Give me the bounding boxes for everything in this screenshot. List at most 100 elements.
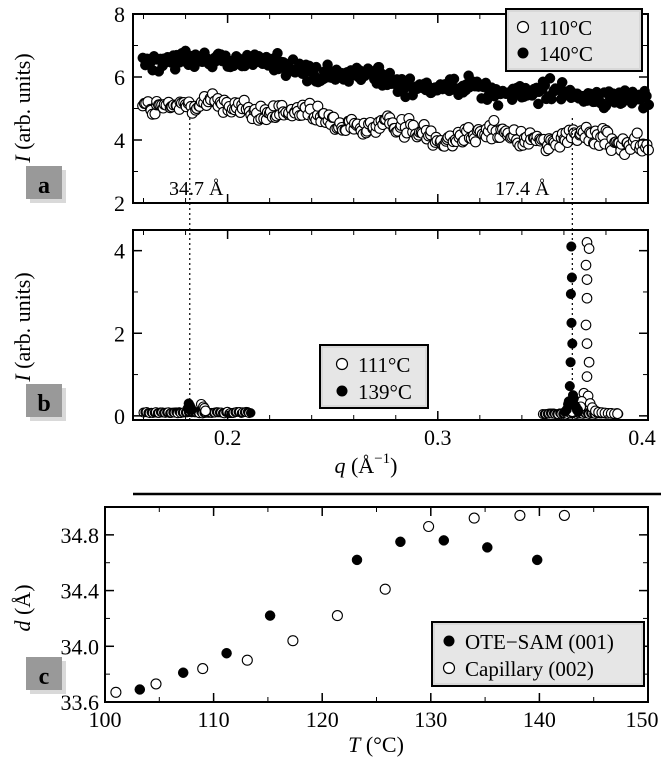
panel-b-label-box: b — [26, 384, 66, 421]
y-tick-label: 4 — [114, 128, 125, 153]
data-point-capillary — [110, 686, 122, 698]
data-point-139c — [565, 357, 576, 368]
panel-a-ylabel: I (arb. units) — [10, 53, 35, 163]
data-point-capillary — [514, 509, 526, 521]
data-point-111c — [581, 371, 593, 382]
annotation-17-4: 17.4 Å — [495, 178, 550, 200]
data-point-139c — [567, 338, 578, 349]
data-point-ote-sam — [531, 554, 543, 566]
data-point-ote-sam — [264, 610, 276, 621]
y-tick-label: 2 — [114, 191, 125, 216]
x-tick-label: 0.3 — [424, 425, 452, 450]
y-tick-label: 6 — [114, 65, 125, 90]
data-point-140c — [448, 73, 460, 85]
legend-label-capillary: Capillary (002) — [465, 657, 594, 681]
data-point-ote-sam — [482, 542, 493, 553]
legend-label-111c: 111°C — [358, 353, 410, 377]
x-tick-label: 120 — [306, 707, 339, 732]
data-point-111c — [581, 274, 593, 285]
panel-a-points — [137, 45, 655, 161]
panel-a-guide-lines — [189, 118, 573, 420]
panel-c-label-box: c — [26, 657, 66, 694]
data-point-110c — [469, 136, 482, 148]
data-point-capillary — [558, 509, 570, 521]
data-point-110c — [488, 114, 500, 127]
x-tick-label: 150 — [626, 707, 659, 732]
data-point-110c — [312, 100, 324, 112]
annotation-34-7: 34.7 Å — [169, 178, 224, 200]
data-point-140c — [310, 61, 322, 73]
y-tick-label: 0 — [114, 404, 125, 429]
panel-b-x-ticks: 0.2 0.3 0.4 — [143, 230, 656, 450]
legend-label-140c: 140°C — [539, 42, 593, 66]
x-tick-label: 140 — [523, 707, 556, 732]
legend-label-139c: 139°C — [358, 380, 412, 404]
data-point-ote-sam — [395, 536, 406, 548]
data-point-139c — [559, 406, 571, 417]
panel-b-label: b — [37, 391, 50, 417]
data-point-capillary — [241, 654, 253, 666]
data-point-ote-sam — [134, 684, 146, 695]
x-tick-label: 110 — [198, 707, 230, 732]
data-point-139c — [566, 317, 577, 328]
data-point-139c — [245, 408, 256, 418]
x-tick-label: 0.2 — [214, 425, 242, 450]
data-point-111c — [581, 338, 593, 349]
legend-marker-140c — [517, 47, 529, 59]
data-point-111c — [580, 319, 592, 331]
panel-b-legend: 111°C 139°C — [319, 344, 429, 409]
y-tick-label: 2 — [114, 321, 125, 346]
panel-b-y-ticks: 0 2 4 — [114, 239, 648, 429]
panel-a-legend: 110°C 140°C — [505, 8, 643, 72]
data-point-ote-sam — [221, 647, 232, 659]
panel-c-label: c — [39, 664, 50, 690]
panel-c-legend: OTE−SAM (001) Capillary (002) — [431, 621, 645, 687]
data-point-139c — [186, 404, 197, 415]
legend-marker-ote-sam — [443, 635, 455, 647]
data-point-capillary — [331, 610, 343, 622]
data-point-139c — [564, 381, 575, 392]
data-point-139c — [565, 288, 576, 300]
legend-marker-110c — [516, 20, 530, 34]
panel-c-y-ticks: 33.6 34.0 34.4 34.8 — [61, 506, 648, 715]
panel-c-points — [110, 509, 570, 698]
panel-a-label: a — [38, 173, 50, 199]
panel-a: 2 4 6 8 34.7 Å 17.4 Å a I (arb. units) 110°… — [10, 2, 655, 420]
data-point-140c — [556, 77, 568, 88]
data-point-111c — [612, 408, 623, 420]
y-tick-label: 34.0 — [61, 634, 100, 659]
data-point-110c — [631, 127, 643, 139]
data-point-capillary — [379, 583, 391, 595]
data-point-111c — [200, 405, 211, 417]
y-tick-label: 33.6 — [61, 690, 100, 715]
data-point-capillary — [150, 678, 162, 690]
panel-c-xlabel: T (°C) — [348, 732, 404, 757]
data-point-ote-sam — [438, 535, 450, 546]
data-point-139c — [566, 241, 577, 252]
legend-marker-111c — [335, 357, 349, 371]
data-point-111c — [583, 356, 595, 368]
y-tick-label: 34.4 — [61, 579, 100, 604]
legend-label-110c: 110°C — [539, 16, 592, 40]
data-point-111c — [581, 292, 593, 304]
legend-label-ote-sam: OTE−SAM (001) — [465, 630, 614, 654]
data-point-140c — [544, 73, 556, 84]
data-point-140c — [492, 100, 504, 111]
data-point-139c — [573, 406, 584, 417]
panel-c-ylabel: d (Å) — [10, 584, 35, 631]
data-point-111c — [580, 259, 592, 271]
panel-b-xlabel: q (Å−1) — [334, 451, 397, 478]
data-point-capillary — [197, 663, 209, 675]
panel-c-x-ticks: 100 110 120 130 140 150 — [89, 507, 659, 732]
x-tick-label: 100 — [89, 707, 122, 732]
data-point-140c — [384, 67, 396, 79]
panel-c: 33.6 34.0 34.4 34.8 100 110 120 130 140 150 c d … — [10, 506, 659, 757]
panel-b-ylabel: I (arb. units) — [10, 272, 35, 382]
panel-b: 0 2 4 0.2 0.3 0.4 b I (arb. units) 111°C 139… — [10, 229, 656, 478]
panel-a-x-ticks — [143, 14, 649, 203]
panel-b-points — [138, 237, 624, 420]
legend-marker-capillary — [442, 661, 456, 675]
y-tick-label: 4 — [114, 239, 125, 264]
data-point-capillary — [423, 520, 435, 533]
